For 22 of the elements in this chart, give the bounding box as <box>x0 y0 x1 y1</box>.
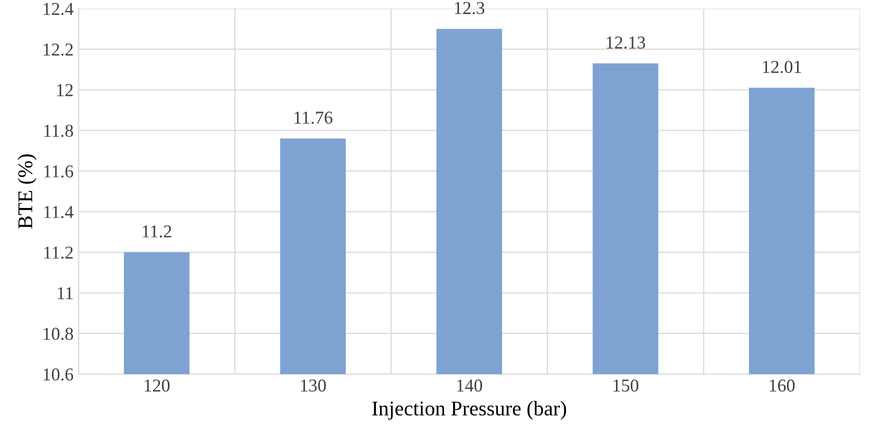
text: 10.6 <box>44 368 74 381</box>
text: 11.8 <box>44 124 74 137</box>
text: 11.4 <box>44 206 74 218</box>
x-tick-label: 150 <box>614 379 638 392</box>
text: 11.2 <box>44 246 73 259</box>
data-label: 12.01 <box>763 60 801 74</box>
x-tick-label: 160 <box>770 379 795 392</box>
y-axis-title: BTE (%) <box>18 154 37 229</box>
data-label: 12.13 <box>606 36 646 49</box>
data-label: 12.3 <box>455 2 484 14</box>
text: 12.2 <box>44 44 73 56</box>
text: 10.8 <box>44 328 74 340</box>
x-axis-title: Injection Pressure (bar) <box>372 400 566 420</box>
text: 12 <box>57 84 73 96</box>
x-tick-label: 140 <box>457 379 482 392</box>
text: 11.6 <box>44 165 74 178</box>
data-label: 11.2 <box>142 225 172 238</box>
x-tick-label: 130 <box>301 379 326 392</box>
text: 11 <box>58 287 73 300</box>
x-tick-label: 120 <box>144 379 170 392</box>
data-label: 11.76 <box>294 112 332 124</box>
text: 12.4 <box>44 2 74 16</box>
